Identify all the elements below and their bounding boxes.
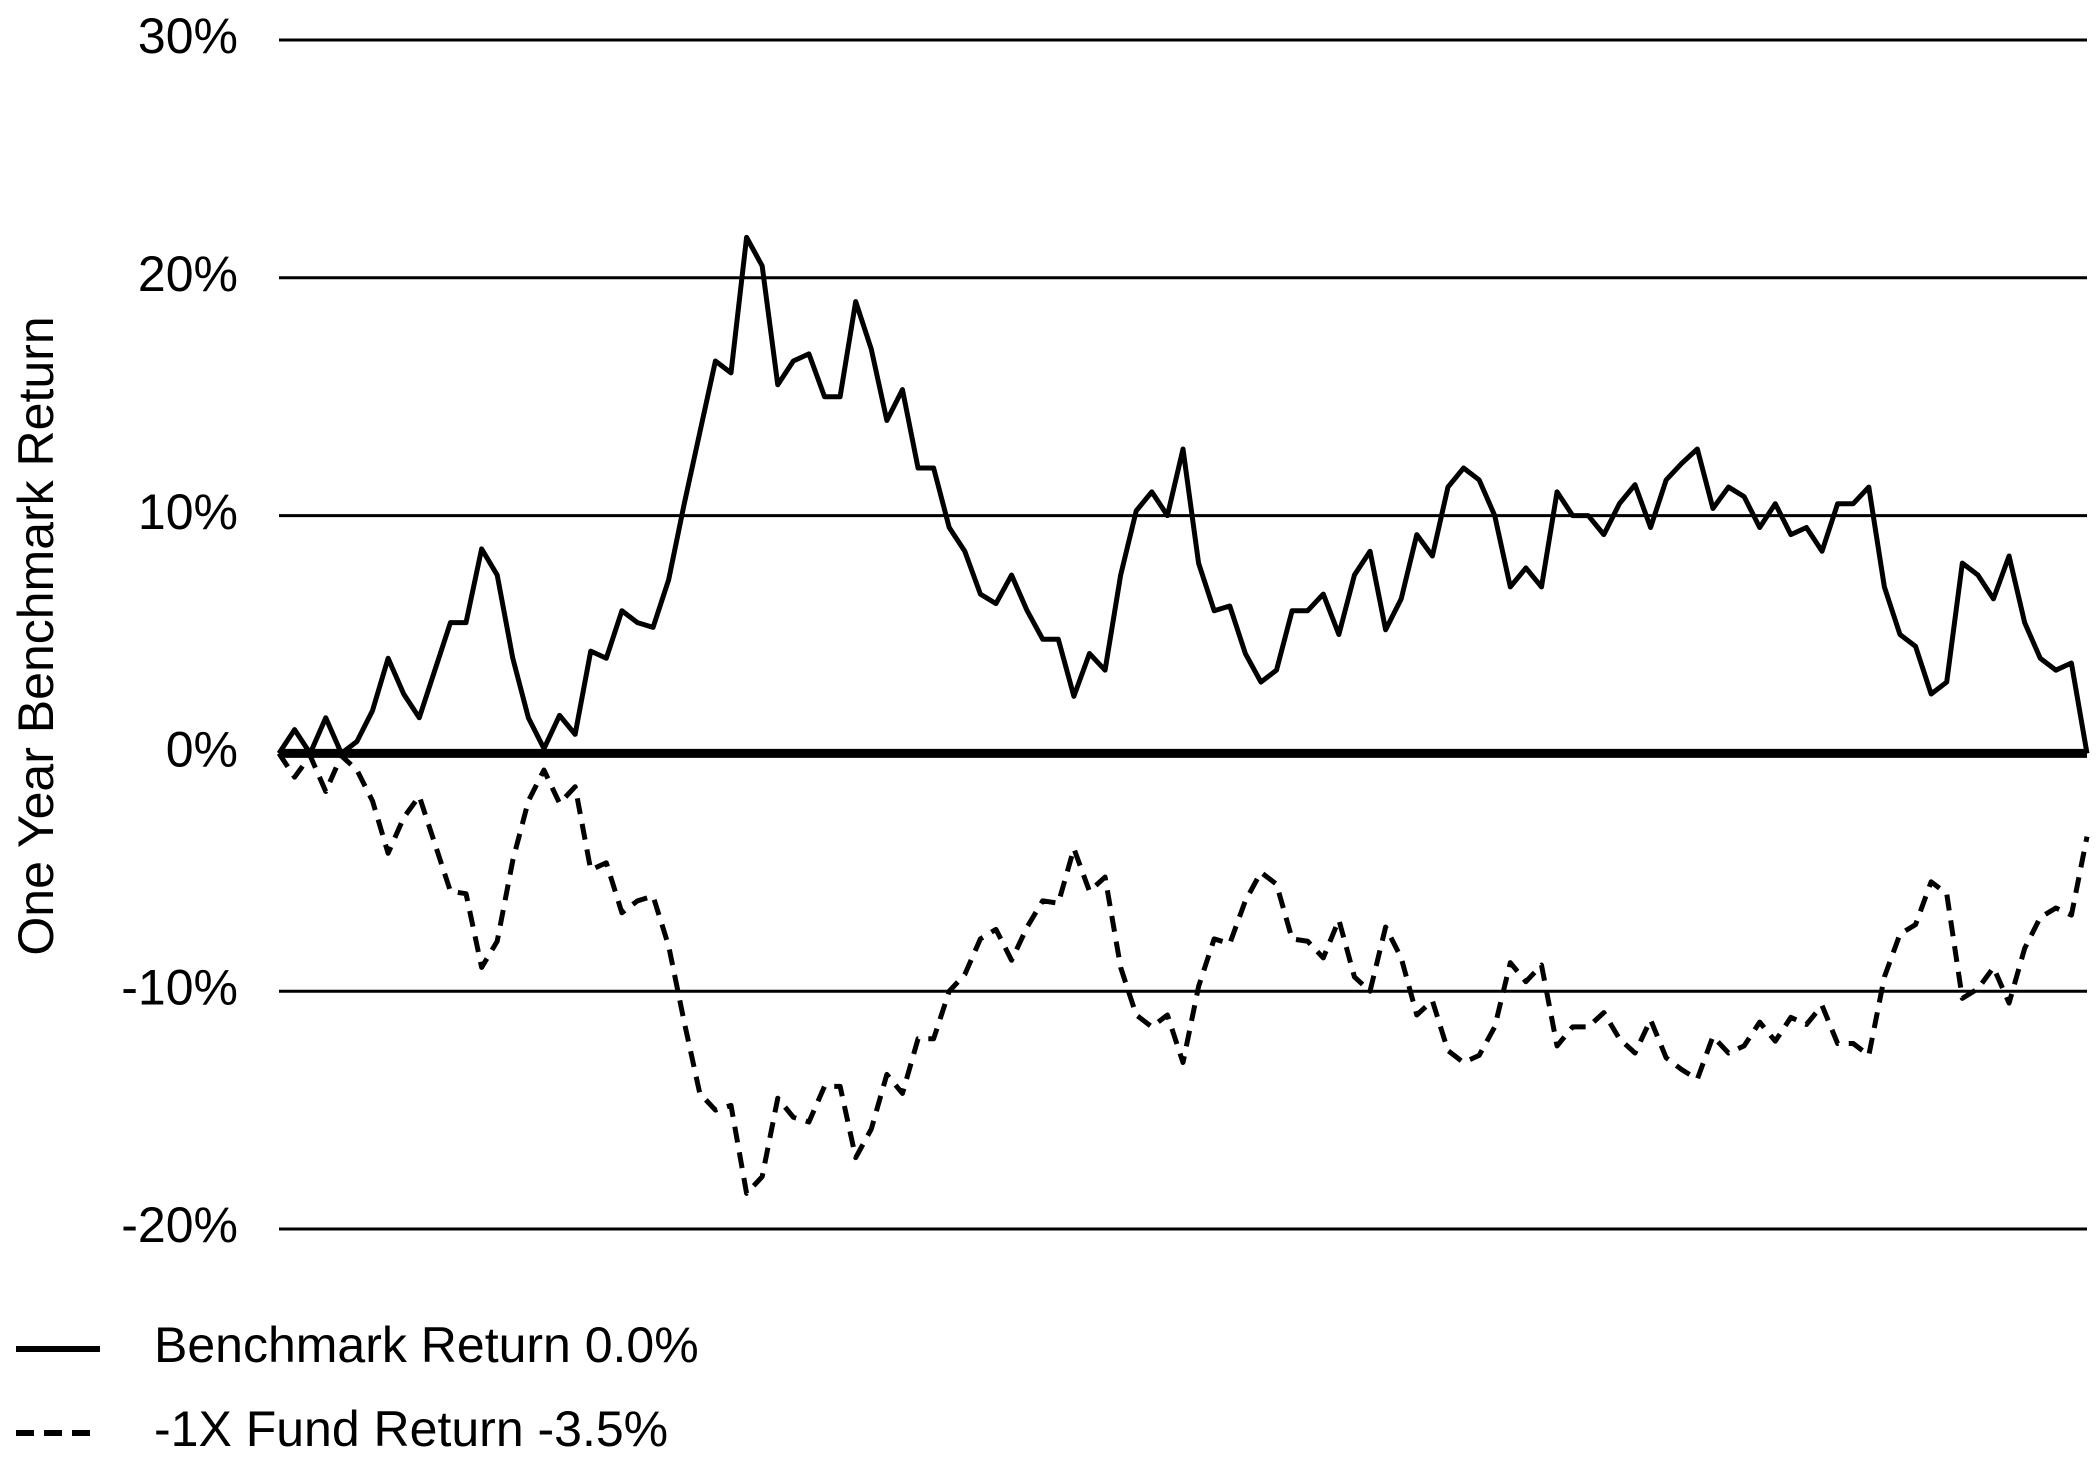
- legend-label: -1X Fund Return -3.5%: [154, 1401, 668, 1457]
- y-tick-label: 0%: [166, 722, 238, 778]
- series-line: [276, 752, 2090, 1196]
- legend-label: Benchmark Return 0.0%: [154, 1317, 699, 1373]
- y-tick-label: 10%: [138, 484, 238, 540]
- y-tick-label: 20%: [138, 246, 238, 302]
- y-axis-label: One Year Benchmark Return: [8, 316, 64, 955]
- y-tick-label: -20%: [121, 1197, 238, 1253]
- y-tick-label: -10%: [121, 959, 238, 1015]
- y-tick-label: 30%: [138, 8, 238, 64]
- series-line: [276, 234, 2090, 756]
